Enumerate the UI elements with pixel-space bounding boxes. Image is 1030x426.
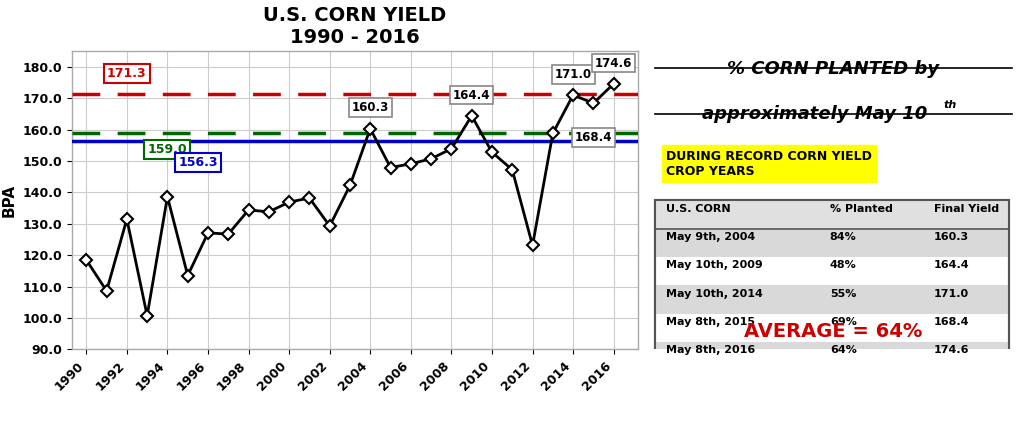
- Text: U.S. CORN: U.S. CORN: [666, 204, 730, 214]
- Text: 69%: 69%: [830, 317, 857, 327]
- Text: 171.0: 171.0: [554, 68, 591, 81]
- Text: 174.6: 174.6: [595, 57, 632, 69]
- Text: May 9th, 2004: May 9th, 2004: [666, 232, 755, 242]
- Text: 160.3: 160.3: [351, 101, 389, 115]
- Text: 164.4: 164.4: [453, 89, 490, 101]
- Text: AVERAGE = 64%: AVERAGE = 64%: [745, 322, 923, 341]
- Text: May 8th, 2016: May 8th, 2016: [666, 345, 755, 355]
- Text: May 10th, 2009: May 10th, 2009: [666, 260, 763, 271]
- Text: 171.0: 171.0: [934, 289, 969, 299]
- Text: 174.6: 174.6: [934, 345, 969, 355]
- Text: 159.0: 159.0: [147, 143, 187, 156]
- FancyBboxPatch shape: [655, 228, 1008, 257]
- FancyBboxPatch shape: [655, 342, 1008, 370]
- Text: % Planted: % Planted: [830, 204, 893, 214]
- Text: 84%: 84%: [830, 232, 857, 242]
- Text: DURING RECORD CORN YIELD
CROP YEARS: DURING RECORD CORN YIELD CROP YEARS: [666, 150, 871, 178]
- Text: 160.3: 160.3: [934, 232, 969, 242]
- Text: 168.4: 168.4: [575, 131, 612, 144]
- Text: 64%: 64%: [830, 345, 857, 355]
- Title: U.S. CORN YIELD
1990 - 2016: U.S. CORN YIELD 1990 - 2016: [264, 6, 447, 47]
- Text: May 10th, 2014: May 10th, 2014: [666, 289, 763, 299]
- Text: 55%: 55%: [830, 289, 856, 299]
- FancyBboxPatch shape: [655, 200, 1008, 228]
- Y-axis label: BPA: BPA: [2, 184, 18, 217]
- Text: 168.4: 168.4: [934, 317, 969, 327]
- Text: 171.3: 171.3: [107, 67, 146, 80]
- Text: th: th: [943, 100, 957, 110]
- Text: % CORN PLANTED by: % CORN PLANTED by: [727, 60, 939, 78]
- FancyBboxPatch shape: [655, 200, 1008, 370]
- Text: Final Yield: Final Yield: [934, 204, 999, 214]
- Text: 164.4: 164.4: [934, 260, 969, 271]
- Text: 156.3: 156.3: [178, 156, 217, 169]
- FancyBboxPatch shape: [655, 285, 1008, 314]
- Text: approximately May 10: approximately May 10: [702, 105, 928, 123]
- Text: May 8th, 2015: May 8th, 2015: [666, 317, 755, 327]
- Text: 48%: 48%: [830, 260, 857, 271]
